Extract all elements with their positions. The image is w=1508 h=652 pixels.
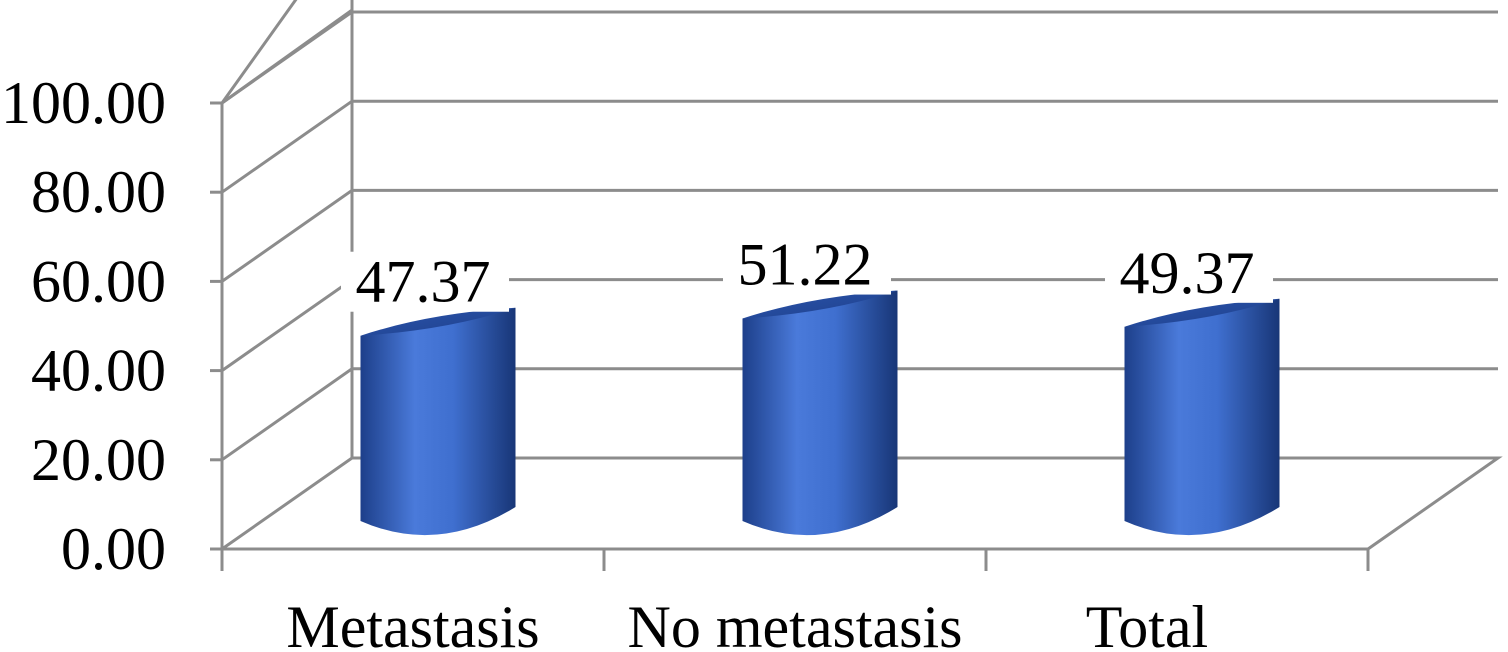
- bar: [360, 307, 516, 536]
- wall-diagonal: [220, 0, 298, 104]
- bar-body: [360, 307, 516, 536]
- y-tick-label: 100.00: [1, 70, 166, 136]
- data-label: 47.37: [356, 249, 491, 315]
- labels: 0.00 20.00 40.00 60.00 80.00 100.00 47.37 51.22…: [1, 70, 1273, 652]
- data-label: 49.37: [1120, 240, 1255, 306]
- x-tick-label: Metastasis: [286, 594, 539, 652]
- x-tick-label: No metastasis: [628, 594, 963, 652]
- data-label-box: [1105, 242, 1273, 303]
- bar-cap: [742, 290, 898, 319]
- bars: [360, 290, 1280, 536]
- gridline: [221, 99, 1498, 194]
- bar-body: [742, 290, 898, 536]
- y-tick-label: 0.00: [61, 516, 166, 582]
- floor-gridline: [221, 456, 1503, 551]
- axes: [210, 101, 1370, 571]
- x-tick-label: Total: [1086, 594, 1208, 652]
- bar-cap: [360, 307, 516, 336]
- data-label: 51.22: [738, 232, 873, 298]
- gridline: [221, 10, 1498, 105]
- bar: [742, 290, 898, 536]
- y-tick-label: 60.00: [31, 248, 166, 314]
- y-tick-label: 80.00: [31, 159, 166, 225]
- bar-body: [1124, 298, 1280, 536]
- data-label-box: [341, 251, 509, 312]
- bar-cap: [1124, 298, 1280, 327]
- y-tick-label: 40.00: [31, 338, 166, 404]
- bar: [1124, 298, 1280, 536]
- data-label-box: [723, 234, 891, 295]
- y-tick-label: 20.00: [31, 427, 166, 493]
